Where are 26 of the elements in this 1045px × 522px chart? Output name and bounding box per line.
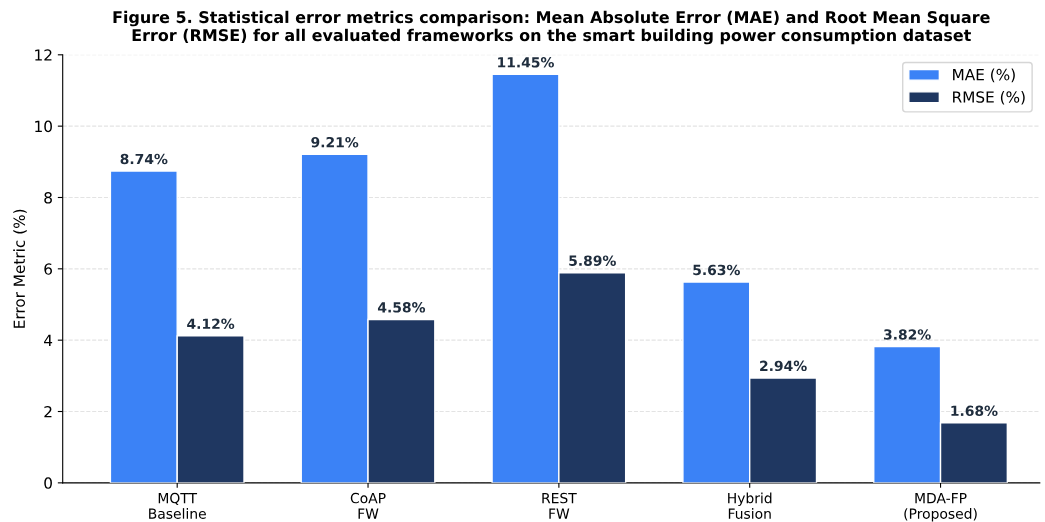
y-tick-label: 10: [35, 120, 52, 133]
y-tick-label: 12: [35, 49, 52, 61]
y-axis-title: Error Metric (%): [13, 209, 27, 328]
y-tick-label: 2: [44, 405, 52, 418]
data-label: 4.12%: [187, 318, 235, 330]
data-label: 2.94%: [760, 360, 807, 372]
data-label: 5.63%: [693, 264, 740, 276]
y-tick-label: 0: [44, 477, 52, 489]
x-tick-label: MDA-FP (Proposed): [904, 493, 977, 522]
data-label: 9.21%: [311, 136, 359, 148]
x-tick-label: REST FW: [542, 492, 577, 519]
x-tick-label: CoAP FW: [350, 492, 386, 519]
x-tick-label: Hybrid Fusion: [728, 492, 772, 519]
y-tick-label: 4: [44, 334, 53, 346]
chart-title: Figure 5. Statistical error metrics comparison: Mean Absolute Error (MAE) and Root Mean Square Error (RMSE) for all evaluated frameworks on the smart building power consumption dataset: [113, 10, 990, 45]
data-label: 3.82%: [883, 329, 931, 340]
legend-label: RMSE (%): [953, 91, 1025, 105]
x-tick-label: MQTT Baseline: [149, 492, 206, 519]
data-label: 1.68%: [951, 405, 998, 417]
data-label: 11.45%: [498, 57, 554, 68]
legend-label: MAE (%): [953, 68, 1015, 83]
data-label: 8.74%: [120, 153, 168, 165]
y-tick-label: 8: [44, 191, 52, 204]
y-tick-label: 6: [44, 263, 53, 275]
data-label: 4.58%: [377, 302, 426, 313]
data-label: 5.89%: [569, 255, 616, 266]
